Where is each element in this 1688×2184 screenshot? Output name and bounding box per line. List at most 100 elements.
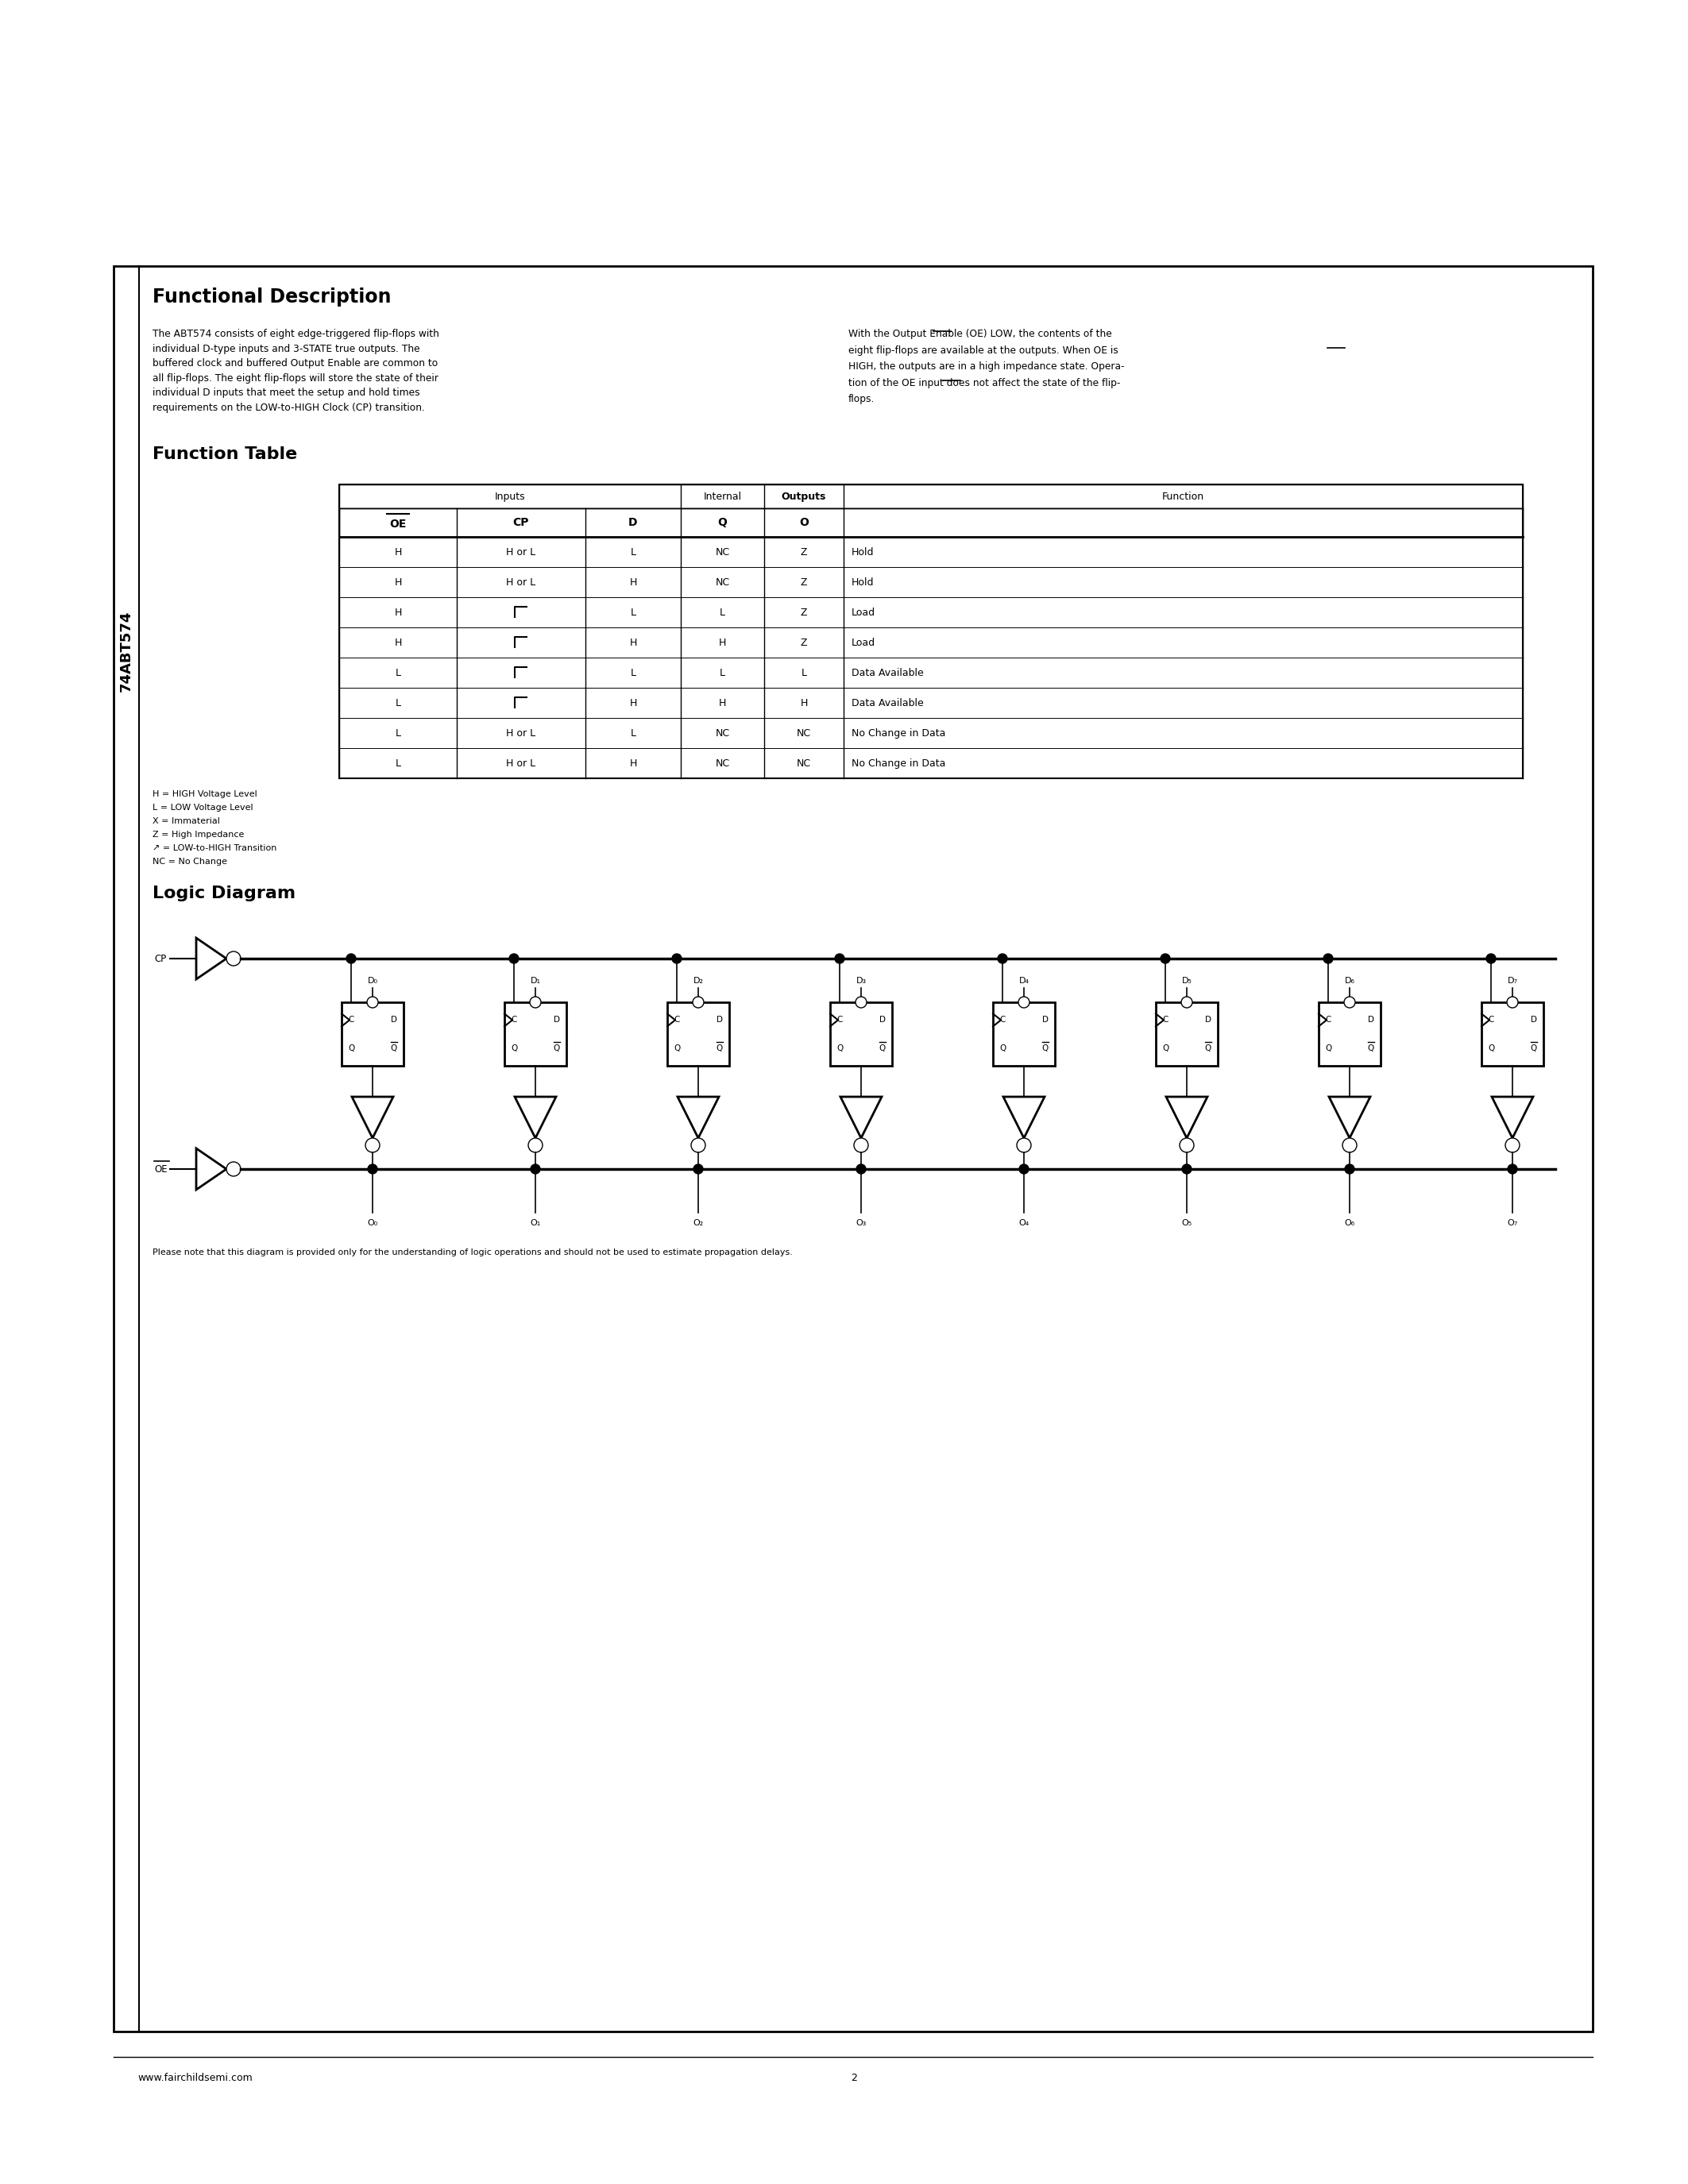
Text: NC: NC (716, 758, 729, 769)
Text: O₄: O₄ (1018, 1219, 1030, 1227)
Text: H or L: H or L (506, 546, 535, 557)
Circle shape (1342, 1138, 1357, 1153)
Text: Q: Q (1041, 1044, 1048, 1053)
Text: OE: OE (154, 1164, 167, 1175)
Text: O₇: O₇ (1507, 1219, 1518, 1227)
Text: Load: Load (851, 638, 876, 649)
Text: H: H (395, 638, 402, 649)
Text: O₂: O₂ (694, 1219, 704, 1227)
Bar (339, 485, 1523, 778)
Text: NC: NC (797, 727, 812, 738)
Polygon shape (1003, 1096, 1045, 1138)
Text: Q: Q (1367, 1044, 1374, 1053)
Text: C: C (1487, 1016, 1494, 1024)
Text: H or L: H or L (506, 758, 535, 769)
Text: Function: Function (1161, 491, 1204, 502)
Polygon shape (515, 1096, 555, 1138)
Text: Inputs: Inputs (495, 491, 525, 502)
Circle shape (1018, 996, 1030, 1007)
Text: L: L (395, 697, 400, 708)
Text: L: L (719, 668, 726, 677)
Text: Q: Q (1205, 1044, 1212, 1053)
Text: D₀: D₀ (368, 976, 378, 985)
Text: Q: Q (674, 1044, 680, 1053)
Text: H or L: H or L (506, 727, 535, 738)
Text: Q: Q (511, 1044, 517, 1053)
Circle shape (694, 1164, 702, 1173)
Text: Function Table: Function Table (152, 446, 297, 463)
Text: H: H (630, 638, 636, 649)
Text: Z: Z (800, 577, 807, 587)
Text: NC: NC (797, 758, 812, 769)
Text: Z = High Impedance: Z = High Impedance (152, 830, 245, 839)
Circle shape (530, 996, 540, 1007)
Text: C: C (674, 1016, 680, 1024)
Circle shape (1506, 1138, 1519, 1153)
Bar (113, 266, 1593, 2031)
Circle shape (346, 954, 356, 963)
Text: Z: Z (800, 546, 807, 557)
Text: L: L (630, 668, 636, 677)
Circle shape (854, 1138, 868, 1153)
Text: D: D (716, 1016, 722, 1024)
Text: Functional Description: Functional Description (152, 288, 392, 306)
Text: D₇: D₇ (1507, 976, 1518, 985)
Text: Data Available: Data Available (851, 668, 923, 677)
Polygon shape (196, 937, 226, 978)
Text: L: L (630, 727, 636, 738)
Text: No Change in Data: No Change in Data (851, 727, 945, 738)
Circle shape (510, 954, 518, 963)
Circle shape (368, 1164, 378, 1173)
Text: H: H (719, 638, 726, 649)
Text: D: D (392, 1016, 397, 1024)
Text: X = Immaterial: X = Immaterial (152, 817, 219, 826)
Text: D: D (1531, 1016, 1538, 1024)
Text: O₆: O₆ (1344, 1219, 1355, 1227)
Circle shape (692, 996, 704, 1007)
Text: Q: Q (554, 1044, 560, 1053)
Text: D₅: D₅ (1182, 976, 1192, 985)
Text: Load: Load (851, 607, 876, 618)
Polygon shape (1166, 1096, 1207, 1138)
Text: C: C (511, 1016, 517, 1024)
Text: tion of the OE input does not affect the state of the flip-: tion of the OE input does not affect the… (849, 378, 1121, 389)
Text: No Change in Data: No Change in Data (851, 758, 945, 769)
Polygon shape (841, 1096, 881, 1138)
Bar (667, 1002, 729, 1066)
Polygon shape (1492, 1096, 1533, 1138)
Text: L: L (630, 546, 636, 557)
Text: 2: 2 (851, 2073, 858, 2084)
Text: eight flip-flops are available at the outputs. When OE is: eight flip-flops are available at the ou… (849, 345, 1117, 356)
Text: Q: Q (390, 1044, 397, 1053)
Polygon shape (196, 1149, 226, 1190)
Text: CP: CP (513, 518, 530, 529)
Text: 74ABT574: 74ABT574 (120, 612, 133, 692)
Text: O₅: O₅ (1182, 1219, 1192, 1227)
Text: Q: Q (837, 1044, 842, 1053)
Circle shape (530, 1164, 540, 1173)
Text: C: C (837, 1016, 842, 1024)
Circle shape (365, 1138, 380, 1153)
Text: Q: Q (1161, 1044, 1168, 1053)
Circle shape (856, 1164, 866, 1173)
Text: www.fairchildsemi.com: www.fairchildsemi.com (137, 2073, 253, 2084)
Text: NC: NC (716, 727, 729, 738)
Text: D: D (554, 1016, 560, 1024)
Text: With the Output Enable (OE) LOW, the contents of the: With the Output Enable (OE) LOW, the con… (849, 330, 1112, 339)
Text: Q: Q (1531, 1044, 1538, 1053)
Text: O₀: O₀ (368, 1219, 378, 1227)
Text: L: L (395, 758, 400, 769)
Bar (505, 1002, 567, 1066)
Circle shape (1180, 1138, 1193, 1153)
Circle shape (1016, 1138, 1031, 1153)
Text: H: H (800, 697, 807, 708)
Circle shape (672, 954, 682, 963)
Circle shape (1161, 954, 1170, 963)
Text: D₃: D₃ (856, 976, 866, 985)
Text: Outputs: Outputs (782, 491, 827, 502)
Text: O₃: O₃ (856, 1219, 866, 1227)
Text: H: H (630, 758, 636, 769)
Text: D₂: D₂ (694, 976, 704, 985)
Circle shape (226, 1162, 241, 1177)
Text: Q: Q (1325, 1044, 1332, 1053)
